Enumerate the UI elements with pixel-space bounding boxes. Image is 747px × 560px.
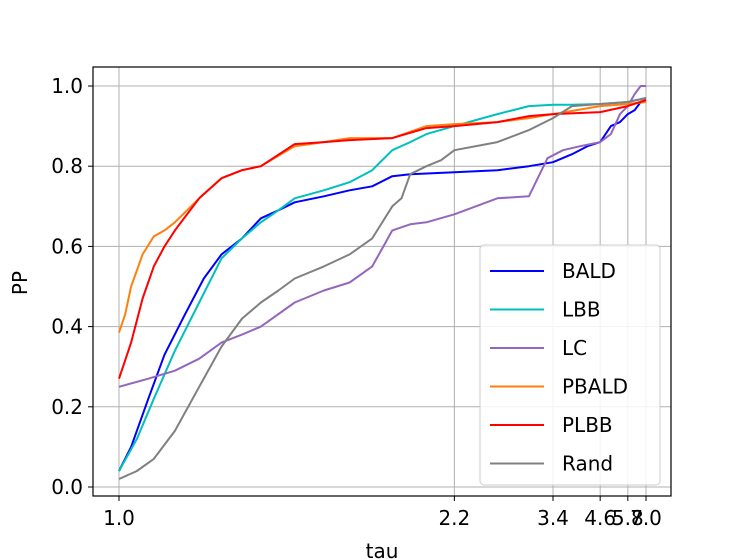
- y-tick-label: 0.4: [51, 315, 83, 339]
- y-tick-label: 1.0: [51, 74, 83, 98]
- series-line-lbb: [118, 97, 647, 472]
- legend-label-lbb: LBB: [562, 298, 601, 322]
- y-tick-label: 0.2: [51, 395, 83, 419]
- y-axis-label: PP: [8, 271, 32, 295]
- x-tick-label: 5.8: [612, 506, 644, 530]
- x-axis-label: tau: [366, 539, 399, 560]
- y-axis: 0.0 0.2 0.4 0.6 0.8 1.0: [51, 74, 93, 499]
- legend-label-bald: BALD: [562, 259, 616, 283]
- x-tick-label: 1.0: [103, 506, 135, 530]
- legend: BALD LBB LC PBALD PLBB Rand: [479, 244, 661, 486]
- y-tick-label: 0.6: [51, 234, 83, 258]
- x-axis: 1.0 2.2 3.4 4.65.87.0: [103, 496, 662, 530]
- x-tick-label: 7.0: [630, 506, 662, 530]
- x-tick-label: 2.2: [438, 506, 470, 530]
- series-line-rand: [118, 97, 647, 480]
- x-tick-label: 4.6: [584, 506, 616, 530]
- legend-label-pbald: PBALD: [562, 375, 628, 399]
- legend-label-lc: LC: [562, 336, 587, 360]
- series-line-plbb: [118, 99, 647, 380]
- series-layer: [118, 85, 647, 480]
- series-line-pbald: [118, 101, 647, 333]
- y-tick-label: 0.8: [51, 154, 83, 178]
- y-tick-label: 0.0: [51, 475, 83, 499]
- legend-label-plbb: PLBB: [562, 413, 613, 437]
- plot-frame: [92, 66, 672, 497]
- legend-label-rand: Rand: [562, 452, 613, 476]
- series-line-lc: [118, 85, 646, 388]
- x-tick-label: 3.4: [537, 506, 569, 530]
- series-line-bald: [118, 99, 647, 472]
